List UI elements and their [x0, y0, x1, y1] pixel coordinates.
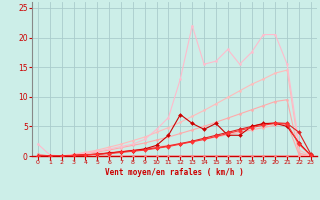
- X-axis label: Vent moyen/en rafales ( km/h ): Vent moyen/en rafales ( km/h ): [105, 168, 244, 177]
